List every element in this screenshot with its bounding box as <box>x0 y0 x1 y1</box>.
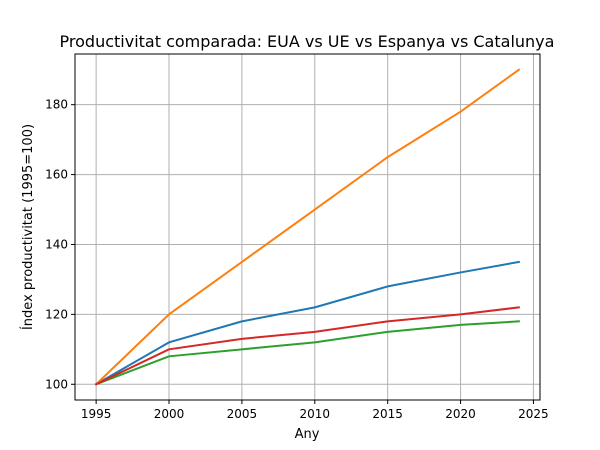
series-line-3 <box>94 320 520 386</box>
series-line-1 <box>94 260 521 386</box>
y-tick-label: 160 <box>45 168 68 182</box>
chart-title: Productivitat comparada: EUA vs UE vs Es… <box>60 32 555 51</box>
x-tick-label: 2010 <box>300 407 331 421</box>
y-tick-label: 180 <box>45 98 68 112</box>
series-line-2 <box>94 68 521 386</box>
series-line-4 <box>94 306 520 386</box>
y-axis-label: Índex productivitat (1995=100) <box>20 124 36 330</box>
y-tick-label: 120 <box>45 307 68 321</box>
y-tick-label: 100 <box>45 377 68 391</box>
x-axis-label: Any <box>295 427 320 442</box>
x-tick-label: 1995 <box>81 407 112 421</box>
axis-ticks: 1995 2000 2005 2010 2015 2020 2025 100 120 140 160… <box>45 98 549 421</box>
x-tick-label: 2015 <box>372 407 403 421</box>
x-tick-label: 2005 <box>227 407 258 421</box>
y-tick-label: 140 <box>45 237 68 251</box>
x-tick-label: 2020 <box>445 407 476 421</box>
series-lines <box>94 68 521 386</box>
x-tick-label: 2000 <box>154 407 185 421</box>
plot-area-frame <box>74 53 541 401</box>
x-tick-label: 2025 <box>518 407 549 421</box>
